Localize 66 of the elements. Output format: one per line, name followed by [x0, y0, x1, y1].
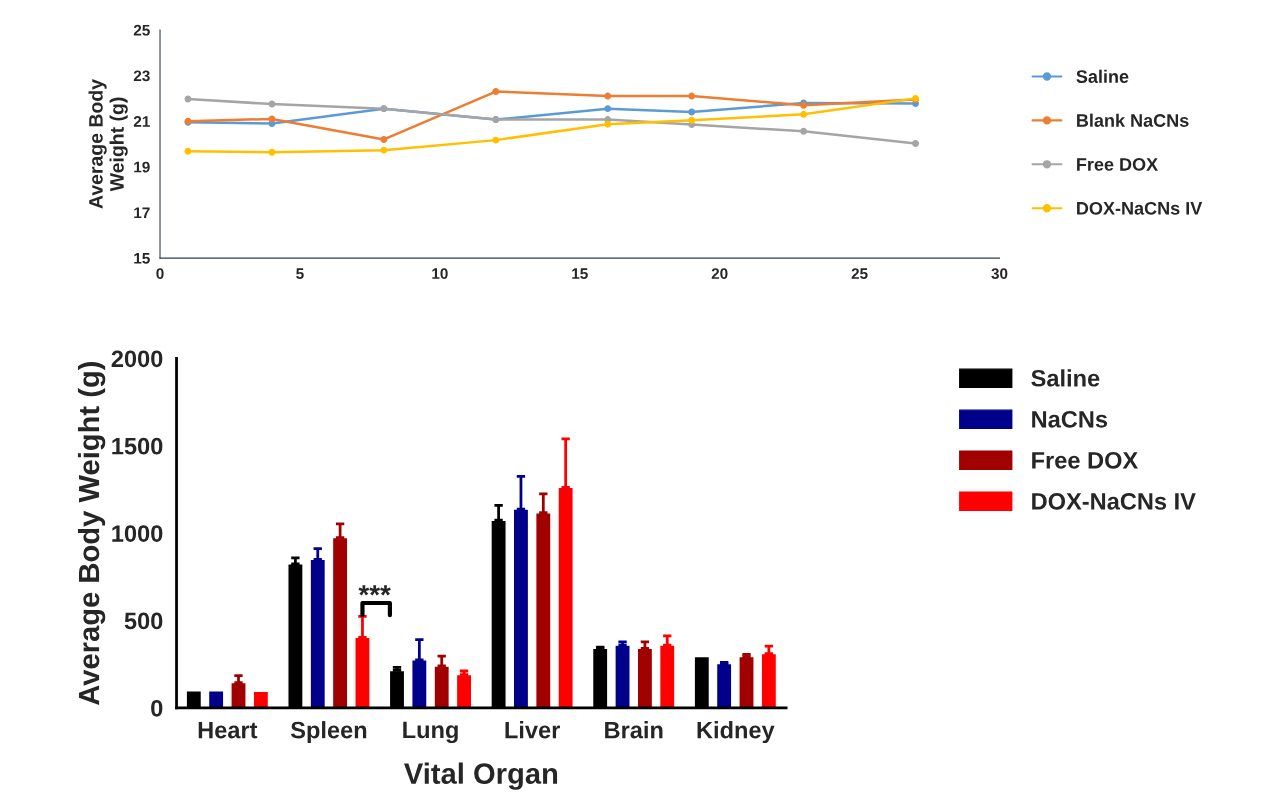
point — [688, 108, 696, 116]
y-tick-label: 0 — [151, 699, 163, 717]
x-tick-label: 30 — [991, 268, 1008, 280]
y-tick-label: 1000 — [112, 525, 163, 542]
bar — [433, 665, 451, 708]
point — [604, 92, 612, 100]
x-tick-label: 20 — [711, 268, 728, 280]
bar — [614, 644, 631, 708]
legend-label: Free DOX — [1032, 451, 1139, 469]
point — [912, 140, 920, 148]
y-tick-label: 2000 — [111, 350, 163, 368]
point — [184, 147, 192, 155]
bar — [636, 647, 654, 708]
point — [380, 146, 388, 154]
point — [688, 116, 696, 124]
point — [268, 148, 276, 156]
bar — [658, 644, 676, 708]
legend-label: Saline — [1031, 369, 1100, 387]
y-tick-label: 1500 — [112, 437, 163, 455]
legend-label: DOX-NaCNs IV — [1077, 201, 1203, 215]
point — [604, 105, 612, 113]
bar — [455, 673, 473, 708]
y-tick-label: 21 — [133, 116, 150, 127]
annotation: *** — [358, 585, 391, 596]
bar — [738, 655, 755, 708]
legend-label: DOX-NaCNs IV — [1032, 492, 1196, 510]
bar — [331, 536, 349, 708]
x-tick-label: Brain — [605, 721, 663, 739]
y-tick-label: 23 — [133, 70, 150, 82]
legend-label: NaCNs — [1032, 410, 1108, 428]
point — [604, 120, 612, 128]
bar — [354, 636, 371, 708]
point — [492, 136, 500, 144]
x-tick-label: Kidney — [697, 721, 775, 744]
y-axis-title: Average Body Weight (g) — [88, 79, 128, 209]
x-tick-label: Spleen — [290, 721, 367, 744]
bar — [715, 662, 733, 708]
bar — [557, 486, 574, 708]
point — [492, 88, 500, 95]
y-axis-title: Average Body Weight (g) — [77, 361, 106, 705]
bar — [760, 652, 778, 708]
bar — [534, 511, 552, 708]
x-tick-label: 10 — [432, 268, 448, 280]
bar — [230, 681, 247, 708]
bar — [512, 508, 530, 708]
y-tick-label: 500 — [124, 612, 163, 630]
legend-label: Saline — [1076, 69, 1129, 83]
y-tick-label: 19 — [134, 161, 150, 173]
x-tick-label: 25 — [851, 268, 868, 280]
x-tick-label: 5 — [296, 268, 304, 280]
point — [800, 110, 808, 118]
y-tick-label: 25 — [133, 24, 150, 36]
x-axis-title: Vital Organ — [404, 762, 558, 790]
x-tick-label: Heart — [198, 721, 258, 739]
y-tick-label: 17 — [134, 207, 150, 218]
point — [800, 127, 808, 135]
legend-label: Free DOX — [1077, 158, 1158, 171]
x-tick-label: Liver — [505, 721, 560, 739]
x-tick-label: 15 — [572, 268, 588, 280]
bar — [309, 558, 327, 708]
bar — [411, 659, 428, 708]
x-tick-label: Lung — [403, 721, 458, 744]
point — [380, 135, 388, 143]
y-tick-label: 15 — [134, 253, 150, 264]
legend-label: Blank NaCNs — [1077, 113, 1189, 127]
point — [688, 92, 696, 100]
